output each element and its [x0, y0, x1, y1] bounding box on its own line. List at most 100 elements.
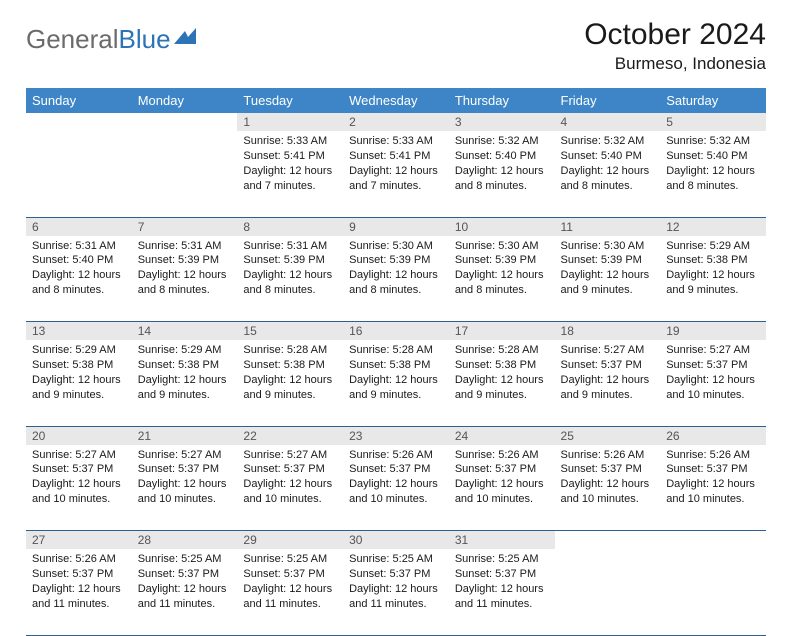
day-details: Sunrise: 5:26 AMSunset: 5:37 PMDaylight:… [555, 445, 661, 513]
day-number-cell [26, 113, 132, 131]
day-cell: Sunrise: 5:33 AMSunset: 5:41 PMDaylight:… [237, 131, 343, 217]
title-block: October 2024 Burmeso, Indonesia [584, 18, 766, 74]
sunrise-line: Sunrise: 5:33 AM [349, 134, 443, 149]
day-number-cell: 29 [237, 531, 343, 550]
sunset-line: Sunset: 5:38 PM [349, 358, 443, 373]
sunset-line: Sunset: 5:38 PM [666, 253, 760, 268]
day-number-cell: 15 [237, 322, 343, 341]
day-details: Sunrise: 5:26 AMSunset: 5:37 PMDaylight:… [449, 445, 555, 513]
day-number-cell: 26 [660, 426, 766, 445]
day-number-cell: 13 [26, 322, 132, 341]
sunrise-line: Sunrise: 5:33 AM [243, 134, 337, 149]
day-cell: Sunrise: 5:28 AMSunset: 5:38 PMDaylight:… [449, 340, 555, 426]
day-number [660, 531, 766, 549]
day-details: Sunrise: 5:26 AMSunset: 5:37 PMDaylight:… [660, 445, 766, 513]
day-number-cell: 8 [237, 217, 343, 236]
sunset-line: Sunset: 5:38 PM [243, 358, 337, 373]
daylight-line: Daylight: 12 hours and 8 minutes. [138, 268, 232, 298]
day-details: Sunrise: 5:31 AMSunset: 5:40 PMDaylight:… [26, 236, 132, 304]
daylight-line: Daylight: 12 hours and 8 minutes. [561, 164, 655, 194]
sunrise-line: Sunrise: 5:28 AM [243, 343, 337, 358]
day-cell: Sunrise: 5:26 AMSunset: 5:37 PMDaylight:… [343, 445, 449, 531]
day-details: Sunrise: 5:28 AMSunset: 5:38 PMDaylight:… [449, 340, 555, 408]
weekday-header: Friday [555, 88, 661, 113]
day-number-cell: 30 [343, 531, 449, 550]
day-cell: Sunrise: 5:29 AMSunset: 5:38 PMDaylight:… [26, 340, 132, 426]
daylight-line: Daylight: 12 hours and 8 minutes. [666, 164, 760, 194]
sunrise-line: Sunrise: 5:27 AM [138, 448, 232, 463]
day-number: 25 [555, 427, 661, 445]
day-cell: Sunrise: 5:25 AMSunset: 5:37 PMDaylight:… [343, 549, 449, 635]
day-cell: Sunrise: 5:27 AMSunset: 5:37 PMDaylight:… [132, 445, 238, 531]
day-number-row: 6789101112 [26, 217, 766, 236]
sunset-line: Sunset: 5:37 PM [138, 462, 232, 477]
day-cell: Sunrise: 5:31 AMSunset: 5:39 PMDaylight:… [237, 236, 343, 322]
daylight-line: Daylight: 12 hours and 9 minutes. [561, 268, 655, 298]
day-content-row: Sunrise: 5:26 AMSunset: 5:37 PMDaylight:… [26, 549, 766, 635]
brand-part1: General [26, 24, 119, 55]
sunset-line: Sunset: 5:38 PM [32, 358, 126, 373]
day-cell: Sunrise: 5:26 AMSunset: 5:37 PMDaylight:… [449, 445, 555, 531]
sunset-line: Sunset: 5:38 PM [455, 358, 549, 373]
sunrise-line: Sunrise: 5:25 AM [138, 552, 232, 567]
day-number: 31 [449, 531, 555, 549]
day-number [555, 531, 661, 549]
sunrise-line: Sunrise: 5:25 AM [349, 552, 443, 567]
day-number: 3 [449, 113, 555, 131]
day-number: 30 [343, 531, 449, 549]
day-number-cell: 6 [26, 217, 132, 236]
day-cell: Sunrise: 5:30 AMSunset: 5:39 PMDaylight:… [449, 236, 555, 322]
sunrise-line: Sunrise: 5:26 AM [349, 448, 443, 463]
day-cell: Sunrise: 5:26 AMSunset: 5:37 PMDaylight:… [555, 445, 661, 531]
day-number-row: 13141516171819 [26, 322, 766, 341]
day-details: Sunrise: 5:30 AMSunset: 5:39 PMDaylight:… [343, 236, 449, 304]
brand-logo: GeneralBlue [26, 18, 196, 55]
day-cell: Sunrise: 5:25 AMSunset: 5:37 PMDaylight:… [132, 549, 238, 635]
day-cell [132, 131, 238, 217]
sunset-line: Sunset: 5:37 PM [561, 358, 655, 373]
day-number: 9 [343, 218, 449, 236]
sunset-line: Sunset: 5:37 PM [455, 567, 549, 582]
day-details: Sunrise: 5:32 AMSunset: 5:40 PMDaylight:… [660, 131, 766, 199]
location-label: Burmeso, Indonesia [584, 54, 766, 74]
day-cell: Sunrise: 5:27 AMSunset: 5:37 PMDaylight:… [555, 340, 661, 426]
sunrise-line: Sunrise: 5:27 AM [666, 343, 760, 358]
sunrise-line: Sunrise: 5:28 AM [349, 343, 443, 358]
daylight-line: Daylight: 12 hours and 10 minutes. [243, 477, 337, 507]
sunset-line: Sunset: 5:37 PM [32, 462, 126, 477]
day-details: Sunrise: 5:32 AMSunset: 5:40 PMDaylight:… [555, 131, 661, 199]
daylight-line: Daylight: 12 hours and 8 minutes. [455, 268, 549, 298]
sunrise-line: Sunrise: 5:27 AM [561, 343, 655, 358]
sunset-line: Sunset: 5:40 PM [32, 253, 126, 268]
weekday-header: Wednesday [343, 88, 449, 113]
day-details: Sunrise: 5:28 AMSunset: 5:38 PMDaylight:… [343, 340, 449, 408]
day-details: Sunrise: 5:30 AMSunset: 5:39 PMDaylight:… [555, 236, 661, 304]
day-number-cell: 2 [343, 113, 449, 131]
sunrise-line: Sunrise: 5:30 AM [349, 239, 443, 254]
daylight-line: Daylight: 12 hours and 7 minutes. [243, 164, 337, 194]
day-number: 26 [660, 427, 766, 445]
day-cell: Sunrise: 5:26 AMSunset: 5:37 PMDaylight:… [660, 445, 766, 531]
daylight-line: Daylight: 12 hours and 8 minutes. [32, 268, 126, 298]
day-content-row: Sunrise: 5:27 AMSunset: 5:37 PMDaylight:… [26, 445, 766, 531]
sunrise-line: Sunrise: 5:29 AM [138, 343, 232, 358]
sunset-line: Sunset: 5:37 PM [666, 358, 760, 373]
day-number-cell: 9 [343, 217, 449, 236]
page-header: GeneralBlue October 2024 Burmeso, Indone… [26, 18, 766, 74]
day-number-cell: 5 [660, 113, 766, 131]
day-details: Sunrise: 5:27 AMSunset: 5:37 PMDaylight:… [555, 340, 661, 408]
day-number-cell: 27 [26, 531, 132, 550]
day-number: 20 [26, 427, 132, 445]
day-number: 6 [26, 218, 132, 236]
sunset-line: Sunset: 5:40 PM [561, 149, 655, 164]
day-content-row: Sunrise: 5:31 AMSunset: 5:40 PMDaylight:… [26, 236, 766, 322]
day-number-cell: 19 [660, 322, 766, 341]
day-content-row: Sunrise: 5:33 AMSunset: 5:41 PMDaylight:… [26, 131, 766, 217]
day-cell: Sunrise: 5:32 AMSunset: 5:40 PMDaylight:… [555, 131, 661, 217]
day-cell: Sunrise: 5:28 AMSunset: 5:38 PMDaylight:… [343, 340, 449, 426]
daylight-line: Daylight: 12 hours and 10 minutes. [349, 477, 443, 507]
day-number: 14 [132, 322, 238, 340]
day-cell [555, 549, 661, 635]
day-cell: Sunrise: 5:25 AMSunset: 5:37 PMDaylight:… [237, 549, 343, 635]
day-number-cell: 21 [132, 426, 238, 445]
